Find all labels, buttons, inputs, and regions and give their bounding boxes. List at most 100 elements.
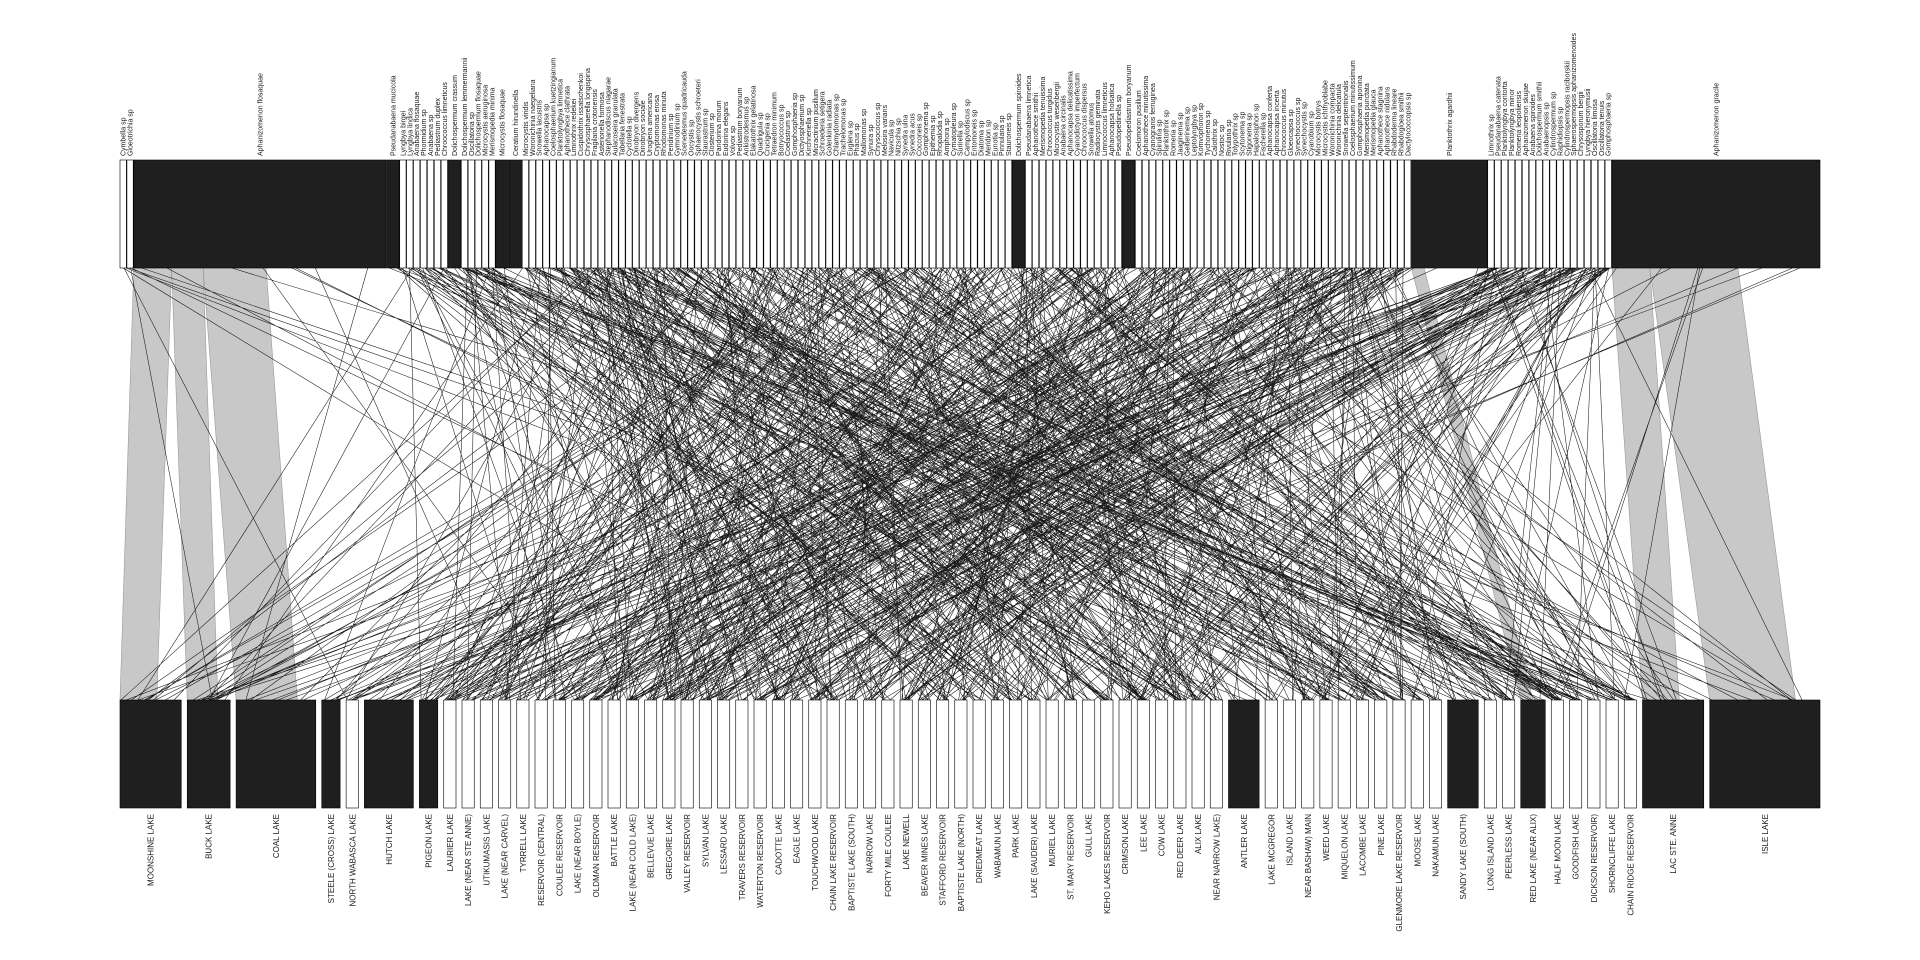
species-box-nostoc-sp: [1218, 160, 1224, 268]
lake-label: CHAIN RIDGE RESERVOIR: [1626, 814, 1635, 916]
species-box-gloeocapsa-sp: [1287, 160, 1293, 268]
lake-label: KEHO LAKES RESERVOIR: [1103, 814, 1112, 914]
species-box-planktothrix-sp: [1163, 160, 1169, 268]
lake-box-laurier-lake: [444, 700, 456, 808]
lake-label: PIGEON LAKE: [425, 814, 434, 868]
lake-label: GREGOIRE LAKE: [665, 814, 674, 880]
lake-box-near-narrow-lake: [1210, 700, 1222, 808]
species-box-uroglena-americana: [646, 160, 652, 268]
lake-label: MIQUELON LAKE: [1340, 814, 1349, 879]
lake-label: COAL LAKE: [272, 814, 281, 858]
species-box-cymbella-sp: [120, 160, 126, 268]
lake-label: NEAR BASHAW) MAIN: [1304, 814, 1313, 898]
lake-box-hutch-lake: [364, 700, 413, 808]
species-box-aphanothece-clathrata: [564, 160, 570, 268]
species-label: Gloeotrichia sp: [128, 109, 135, 156]
lake-label: LAKE (SAUDER) LAKE: [1030, 814, 1039, 898]
species-label: Dolichospermum crassum: [452, 75, 459, 156]
species-box-dolichospermum-crassum: [448, 160, 461, 268]
lake-label: SYLVAN LAKE: [701, 814, 710, 867]
lake-label: LAKE NEWELL: [902, 813, 911, 869]
species-box-rhabdoderma-lineare: [1391, 160, 1397, 268]
species-box-phacus-sp: [854, 160, 860, 268]
species-box-hapalosiphon-sp: [1253, 160, 1259, 268]
species-label: Gomphosphaeria sp: [1606, 93, 1613, 156]
lake-label: MOOSE LAKE: [1413, 814, 1422, 866]
species-box-surirella-sp: [957, 160, 963, 268]
species-box-nitzschia-sp: [895, 160, 901, 268]
species-box-quadrigula-sp: [757, 160, 763, 268]
species-box-ceratium-hirundinella: [509, 160, 522, 268]
lake-box-cow-lake: [1156, 700, 1168, 808]
species-box-aphanocapsa-incerta: [1273, 160, 1279, 268]
species-box-planktothrix-agardhii: [1412, 160, 1488, 268]
species-box-gymnodinium-sp: [674, 160, 680, 268]
lake-box-antler-lake: [1229, 700, 1260, 808]
species-box-woronichinia-compacta: [1329, 160, 1335, 268]
species-box-epithemia-sp: [929, 160, 935, 268]
species-box-melosira-varians: [881, 160, 887, 268]
species-box-planktolyngbya-contorta: [1502, 160, 1508, 268]
species-box-tabellaria-fenestrata: [619, 160, 625, 268]
lake-label: LAKE (NEAR COLD LAKE): [628, 814, 637, 912]
species-box-snowella-septentrionalis: [1342, 160, 1348, 268]
species-box-dinobryon-sociale: [640, 160, 646, 268]
lake-label: SHORNCLIFFE LAKE: [1608, 814, 1617, 893]
lake-box-bellevue-lake: [645, 700, 657, 808]
lake-label: CRIMSON LAKE: [1121, 814, 1130, 874]
lake-box-lessard-lake: [718, 700, 730, 808]
lake-label: RED DEER LAKE: [1176, 814, 1185, 878]
lake-box-beaver-mines-lake: [918, 700, 930, 808]
species-box-woronichinia-naegeliana: [529, 160, 535, 268]
lake-box-cadotte-lake: [772, 700, 784, 808]
species-box-volvox-sp: [729, 160, 735, 268]
lake-box-chain-lake-reservoir: [827, 700, 839, 808]
lake-label: GULL LAKE: [1085, 814, 1094, 857]
species-box-crucigenia-sp: [764, 160, 770, 268]
lake-box-waterton-reservoir: [754, 700, 766, 808]
species-box-anabaena-circinalis: [1060, 160, 1066, 268]
species-box-merismopedia-glauca: [1370, 160, 1376, 268]
species-box-euglena-sp: [847, 160, 853, 268]
species-box-synura-sp: [867, 160, 873, 268]
lake-label: LAKE MCGREGOR: [1267, 814, 1276, 885]
species-box-microcystis-viridis: [522, 160, 528, 268]
lake-box-tyrrell-lake: [517, 700, 529, 808]
species-box-fragilaria-crotonensis: [591, 160, 597, 268]
lake-box-pine-lake: [1375, 700, 1387, 808]
species-box-fischerella-sp: [1260, 160, 1266, 268]
lake-label: COW LAKE: [1158, 814, 1167, 856]
species-box-cryptomonas-erosa: [653, 160, 659, 268]
lake-label: EAGLE LAKE: [793, 814, 802, 863]
lake-box-moonshine-lake: [120, 700, 181, 808]
lake-label: LESSARD LAKE: [720, 814, 729, 874]
species-box-dolichospermum-smithii: [1536, 160, 1542, 268]
species-box-stephanodiscus-niagarae: [605, 160, 611, 268]
species-box-cuspidothrix-issatschenkoi: [577, 160, 583, 268]
lake-label: FORTY MILE COULEE: [884, 814, 893, 897]
lake-label: LEE LAKE: [1139, 814, 1148, 852]
lake-label: LAURIER LAKE: [446, 814, 455, 871]
lake-label: HALF MOON LAKE: [1553, 814, 1562, 884]
species-label: Aphanizomenon gracile: [1713, 83, 1720, 156]
species-label: Pseudopediastrum boryanum: [1126, 64, 1133, 156]
species-box-synedra-ulna: [902, 160, 908, 268]
species-box-aphanocapsa-delicatissima: [1067, 160, 1073, 268]
species-box-cylindrospermopsis-raciborskii: [1564, 160, 1570, 268]
lake-box-crimson-lake: [1119, 700, 1131, 808]
species-box-phormidium-sp: [420, 160, 426, 268]
lake-label: LAKE (NEAR CARVEL): [501, 814, 510, 899]
species-box-chrysococcus-sp: [874, 160, 880, 268]
species-box-ankistrodesmus-sp: [743, 160, 749, 268]
species-box-radiocystis-geminata: [1095, 160, 1101, 268]
species-box-chroococcus-limneticus: [441, 160, 447, 268]
species-box-aphanocapsa-holsatica: [1108, 160, 1114, 268]
lake-box-sylvan-lake: [699, 700, 711, 808]
species-box-diatoma-sp: [978, 160, 984, 268]
lake-label: VALLEY RESERVOIR: [683, 814, 692, 893]
species-box-eunotia-sp: [992, 160, 998, 268]
lake-label: DICKSON RESERVOIR): [1590, 814, 1599, 903]
lake-box-travers-reservoir: [736, 700, 748, 808]
lake-label: ALIX LAKE: [1194, 814, 1203, 854]
lake-box-chain-ridge-reservoir: [1624, 700, 1636, 808]
